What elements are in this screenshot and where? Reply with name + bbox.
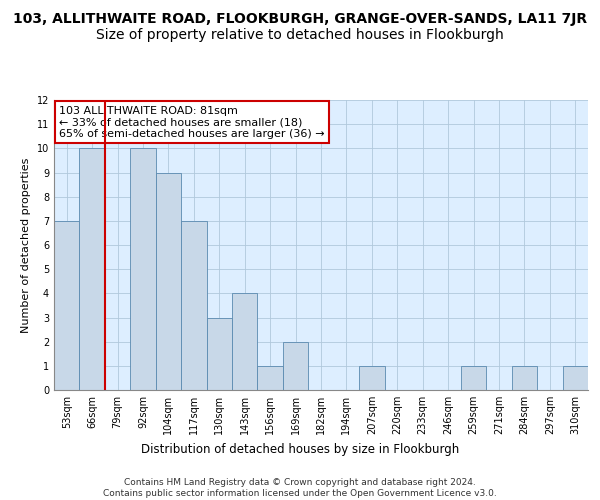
- Bar: [181, 221, 206, 390]
- Text: 103, ALLITHWAITE ROAD, FLOOKBURGH, GRANGE-OVER-SANDS, LA11 7JR: 103, ALLITHWAITE ROAD, FLOOKBURGH, GRANG…: [13, 12, 587, 26]
- Text: 103 ALLITHWAITE ROAD: 81sqm
← 33% of detached houses are smaller (18)
65% of sem: 103 ALLITHWAITE ROAD: 81sqm ← 33% of det…: [59, 106, 325, 139]
- Bar: [257, 366, 283, 390]
- Bar: [512, 366, 537, 390]
- Text: Size of property relative to detached houses in Flookburgh: Size of property relative to detached ho…: [96, 28, 504, 42]
- Bar: [359, 366, 385, 390]
- Bar: [232, 294, 257, 390]
- Y-axis label: Number of detached properties: Number of detached properties: [21, 158, 31, 332]
- Bar: [563, 366, 588, 390]
- Bar: [461, 366, 486, 390]
- Bar: [79, 148, 105, 390]
- Bar: [130, 148, 156, 390]
- Text: Contains HM Land Registry data © Crown copyright and database right 2024.
Contai: Contains HM Land Registry data © Crown c…: [103, 478, 497, 498]
- Bar: [156, 172, 181, 390]
- Bar: [283, 342, 308, 390]
- Text: Distribution of detached houses by size in Flookburgh: Distribution of detached houses by size …: [141, 442, 459, 456]
- Bar: [206, 318, 232, 390]
- Bar: [54, 221, 79, 390]
